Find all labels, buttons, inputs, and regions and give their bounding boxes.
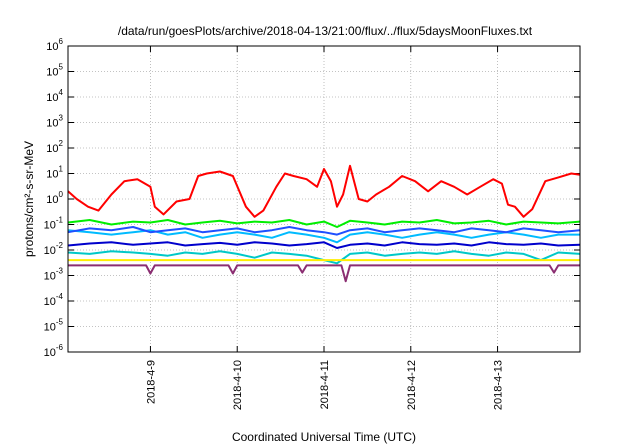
y-tick-label: 106 [46,37,63,53]
y-tick-label: 10-1 [44,216,64,232]
x-tick-label: 2018-4-13 [493,360,505,410]
x-tick-label: 2018-4-12 [406,360,418,410]
series-line-4 [67,226,581,236]
x-axis-label: Coordinated Universal Time (UTC) [232,430,416,444]
y-tick-label: 101 [46,165,63,181]
y-tick-label: 10-6 [44,343,64,359]
y-tick-label: 102 [46,139,63,155]
x-tick-labels: 2018-4-9 2018-4-10 2018-4-11 2018-4-12 2018-… [145,360,504,410]
x-tick-label: 2018-4-11 [319,360,331,409]
y-axis-label: protons/cm²-s-sr-MeV [22,141,36,257]
series-group [67,164,581,283]
y-tick-label: 10-5 [44,318,64,334]
y-tick-label: 10-3 [44,267,64,283]
y-tick-label: 104 [46,88,63,104]
series-line-6 [67,250,581,265]
y-tick-label: 10-2 [44,241,64,257]
series-line-1 [67,164,581,218]
plot-frame [67,45,581,353]
grid [68,45,580,353]
y-tick-label: 100 [46,190,63,206]
y-tick-label: 10-4 [44,292,64,308]
series-line-2 [67,219,581,228]
series-line-5 [67,241,581,249]
x-tick-label: 2018-4-9 [145,360,157,404]
y-tick-labels: 10-6 10-5 10-4 10-3 10-2 10-1 100 101 102 103 104 1… [44,37,64,359]
series-line-8 [68,264,580,283]
chart-title: /data/run/goesPlots/archive/2018-04-13/2… [118,24,533,38]
series-line-3 [67,229,580,244]
x-tick-label: 2018-4-10 [232,360,244,410]
y-tick-label: 103 [46,114,63,130]
y-tick-label: 105 [46,63,63,79]
